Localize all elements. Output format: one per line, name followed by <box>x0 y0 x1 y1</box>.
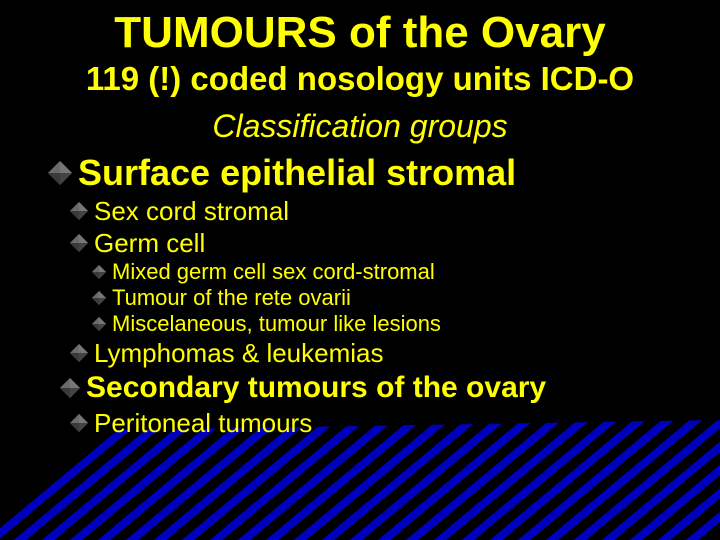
diamond-bullet-icon <box>70 234 88 252</box>
list-item-label: Peritoneal tumours <box>94 408 312 439</box>
diamond-bullet-icon <box>70 414 88 432</box>
list-item: Tumour of the rete ovarii <box>48 285 720 311</box>
list-item: Sex cord stromal <box>48 195 720 227</box>
list-item: Surface epithelial stromal <box>48 151 720 195</box>
slide-subtitle: 119 (!) coded nosology units ICD-O <box>0 60 720 98</box>
list-item-label: Miscelaneous, tumour like lesions <box>112 311 441 337</box>
slide-title: TUMOURS of the Ovary <box>0 10 720 56</box>
list-item: Lymphomas & leukemias <box>48 337 720 369</box>
list-item-label: Tumour of the rete ovarii <box>112 285 351 311</box>
list-item: Secondary tumours of the ovary <box>48 369 720 407</box>
list-item: Miscelaneous, tumour like lesions <box>48 311 720 337</box>
diamond-bullet-icon <box>92 265 106 279</box>
list-item-label: Germ cell <box>94 228 205 259</box>
list-item: Peritoneal tumours <box>48 407 720 439</box>
list-item-label: Mixed germ cell sex cord-stromal <box>112 259 435 285</box>
list-item: Mixed germ cell sex cord-stromal <box>48 259 720 285</box>
diamond-bullet-icon <box>92 291 106 305</box>
diamond-bullet-icon <box>70 344 88 362</box>
list-item-label: Sex cord stromal <box>94 196 289 227</box>
classification-list: Surface epithelial stromalSex cord strom… <box>0 151 720 439</box>
list-item-label: Secondary tumours of the ovary <box>86 371 546 405</box>
list-item: Germ cell <box>48 227 720 259</box>
diamond-bullet-icon <box>70 202 88 220</box>
list-item-label: Surface epithelial stromal <box>78 152 516 194</box>
diamond-bullet-icon <box>92 317 106 331</box>
classification-heading: Classification groups <box>0 108 720 145</box>
list-item-label: Lymphomas & leukemias <box>94 338 384 369</box>
slide-content: TUMOURS of the Ovary 119 (!) coded nosol… <box>0 0 720 439</box>
diamond-bullet-icon <box>60 378 80 398</box>
diamond-bullet-icon <box>48 161 72 185</box>
slide: TUMOURS of the Ovary 119 (!) coded nosol… <box>0 0 720 540</box>
